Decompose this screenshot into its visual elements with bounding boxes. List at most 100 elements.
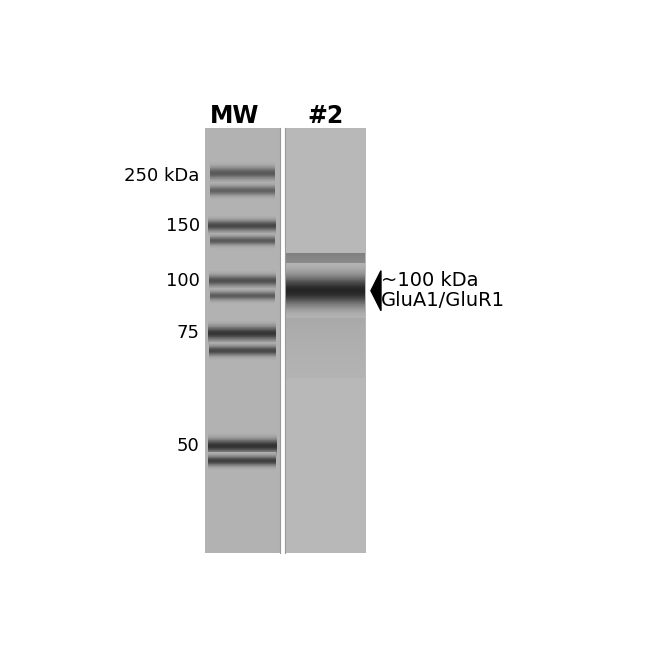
Bar — [286, 375, 365, 377]
Bar — [286, 367, 365, 369]
Bar — [286, 280, 365, 281]
Bar — [286, 255, 365, 256]
Bar — [286, 286, 365, 287]
Bar — [286, 268, 365, 269]
Bar — [286, 313, 365, 314]
Bar — [286, 295, 365, 297]
Bar — [286, 258, 365, 259]
Bar — [286, 317, 365, 319]
Bar — [286, 345, 365, 347]
Bar — [286, 377, 365, 378]
Bar — [286, 314, 365, 316]
Bar — [286, 337, 365, 339]
Bar — [286, 310, 365, 311]
Bar — [286, 265, 365, 266]
Bar — [286, 358, 365, 359]
Bar — [286, 278, 365, 279]
Bar — [286, 283, 365, 285]
Bar — [286, 291, 365, 292]
Bar — [286, 309, 365, 311]
Bar — [286, 364, 365, 366]
Bar — [286, 316, 365, 317]
Bar — [286, 292, 365, 293]
Bar — [286, 370, 365, 372]
Bar — [205, 128, 280, 553]
Bar — [286, 316, 365, 317]
Bar — [286, 317, 365, 318]
Bar — [286, 352, 365, 354]
Bar — [286, 333, 365, 335]
Bar — [286, 263, 365, 264]
Bar — [286, 297, 365, 298]
Bar — [286, 275, 365, 277]
Bar — [286, 324, 365, 325]
Bar — [286, 306, 365, 308]
Bar — [286, 322, 365, 324]
Bar — [286, 343, 365, 344]
Bar — [286, 264, 365, 265]
Bar — [286, 341, 365, 343]
Bar — [286, 302, 365, 303]
Text: 250 kDa: 250 kDa — [124, 166, 200, 185]
Bar — [286, 289, 365, 291]
Bar — [286, 259, 365, 261]
Bar — [286, 269, 365, 270]
Bar — [286, 344, 365, 345]
Bar — [286, 267, 365, 269]
Bar — [286, 308, 365, 309]
Text: #2: #2 — [307, 103, 344, 127]
Bar — [286, 294, 365, 295]
Bar — [286, 267, 365, 268]
Bar — [286, 281, 365, 283]
Bar — [286, 332, 365, 333]
Bar — [286, 374, 365, 375]
Bar — [286, 283, 365, 284]
Bar — [286, 339, 365, 341]
Bar — [286, 253, 365, 255]
Bar — [286, 279, 365, 280]
Bar — [286, 307, 365, 308]
Text: 100: 100 — [166, 272, 200, 290]
Bar — [286, 319, 365, 320]
Bar — [286, 335, 365, 336]
Bar — [286, 287, 365, 288]
Bar — [286, 281, 365, 283]
Bar — [286, 266, 365, 267]
Text: MW: MW — [210, 103, 259, 127]
Bar — [286, 309, 365, 310]
Text: 50: 50 — [177, 437, 200, 455]
Bar — [286, 263, 365, 264]
Text: ~100 kDa: ~100 kDa — [381, 271, 478, 290]
Bar — [286, 301, 365, 302]
Bar — [286, 269, 365, 270]
Bar — [286, 277, 365, 278]
Bar — [286, 298, 365, 299]
Bar — [286, 300, 365, 302]
Bar — [286, 285, 365, 286]
Bar — [286, 276, 365, 277]
Bar — [286, 277, 365, 278]
Text: 150: 150 — [166, 216, 200, 235]
Bar — [286, 328, 365, 330]
Bar — [286, 369, 365, 370]
Bar — [286, 290, 365, 291]
Bar — [286, 278, 365, 280]
Bar — [286, 285, 365, 286]
Bar — [286, 270, 365, 272]
Bar — [286, 366, 365, 367]
Bar — [286, 299, 365, 300]
Bar — [286, 271, 365, 272]
Bar — [286, 256, 365, 258]
Bar — [286, 291, 365, 292]
Polygon shape — [371, 270, 381, 311]
Bar — [286, 330, 365, 332]
Bar — [286, 280, 365, 281]
Bar — [286, 270, 365, 271]
Bar — [286, 303, 365, 304]
Bar — [286, 295, 365, 296]
Bar — [286, 297, 365, 298]
Bar — [286, 312, 365, 313]
Text: GluA1/GluR1: GluA1/GluR1 — [381, 291, 505, 310]
Bar — [286, 305, 365, 306]
Bar — [286, 272, 365, 274]
